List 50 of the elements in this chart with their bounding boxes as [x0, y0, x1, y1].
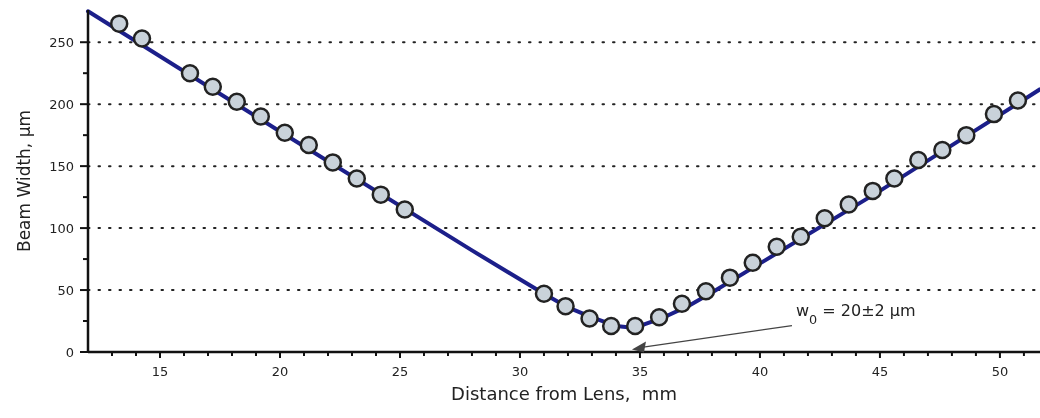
point — [180, 63, 200, 83]
point — [863, 181, 882, 201]
point — [649, 308, 669, 327]
point — [227, 92, 247, 111]
point — [933, 140, 952, 160]
x-tick-label: 20 — [271, 364, 289, 379]
point — [885, 169, 904, 188]
point — [767, 237, 786, 256]
point — [132, 29, 152, 48]
point — [323, 153, 343, 172]
y-tick-label: 50 — [57, 282, 74, 298]
point — [203, 77, 223, 97]
x-tick-label: 40 — [751, 364, 769, 379]
point — [672, 294, 692, 313]
point — [299, 135, 319, 155]
point — [984, 104, 1004, 124]
x-tick-label: 35 — [631, 364, 649, 379]
point — [556, 296, 575, 316]
annotation: w$_{0}$ = 20±2 µm — [795, 300, 916, 327]
y-tick-label: 0 — [65, 344, 74, 360]
point — [720, 268, 740, 287]
point — [534, 284, 554, 304]
point — [839, 195, 858, 214]
y-axis-title: Beam Width, µm — [14, 109, 34, 253]
point — [1008, 91, 1028, 110]
y-tick-label: 250 — [49, 34, 74, 50]
x-tick-label: 15 — [151, 364, 169, 379]
y-tick-label: 150 — [49, 158, 74, 174]
point — [601, 316, 621, 336]
point — [251, 107, 271, 126]
point — [580, 309, 599, 328]
point — [815, 208, 834, 228]
x-tick-label: 30 — [511, 364, 529, 379]
point — [395, 200, 415, 219]
point — [371, 185, 391, 204]
point — [625, 316, 645, 336]
y-tick-label: 100 — [49, 220, 74, 236]
point — [791, 227, 810, 247]
point — [696, 282, 716, 301]
point — [347, 169, 367, 188]
point — [909, 150, 928, 170]
point — [957, 125, 976, 145]
point — [275, 123, 295, 142]
point — [743, 253, 762, 273]
x-tick-label: 45 — [871, 364, 889, 379]
point — [109, 14, 129, 33]
x-axis-title: Distance from Lens, mm — [451, 383, 677, 404]
x-tick-label: 50 — [991, 364, 1009, 379]
x-tick-label: 25 — [391, 364, 409, 379]
y-tick-label: 200 — [49, 96, 74, 112]
